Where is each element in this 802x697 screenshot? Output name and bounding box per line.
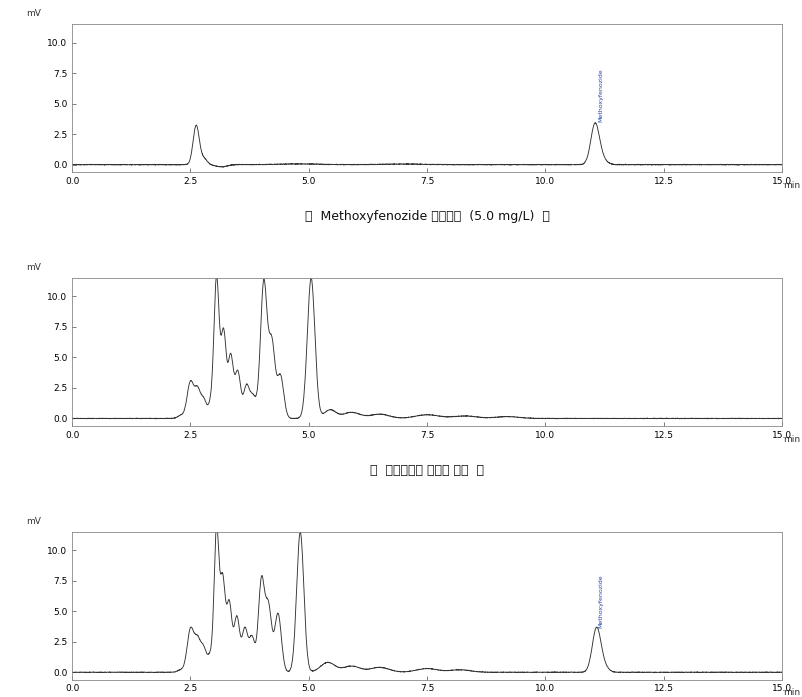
Text: Methoxyfenozide: Methoxyfenozide [599, 68, 604, 122]
Text: ＜  Methoxyfenozide 표준용액  (5.0 mg/L)  ＞: ＜ Methoxyfenozide 표준용액 (5.0 mg/L) ＞ [305, 210, 549, 223]
Text: min: min [784, 689, 800, 697]
Text: ＜  엇갈이배추 무처리 시료  ＞: ＜ 엇갈이배추 무처리 시료 ＞ [370, 464, 484, 477]
Text: min: min [784, 435, 800, 443]
Text: mV: mV [26, 517, 41, 526]
Text: mV: mV [26, 10, 41, 19]
Text: Methoxyfenozide: Methoxyfenozide [599, 575, 604, 629]
Text: mV: mV [26, 263, 41, 273]
Text: min: min [784, 181, 800, 190]
